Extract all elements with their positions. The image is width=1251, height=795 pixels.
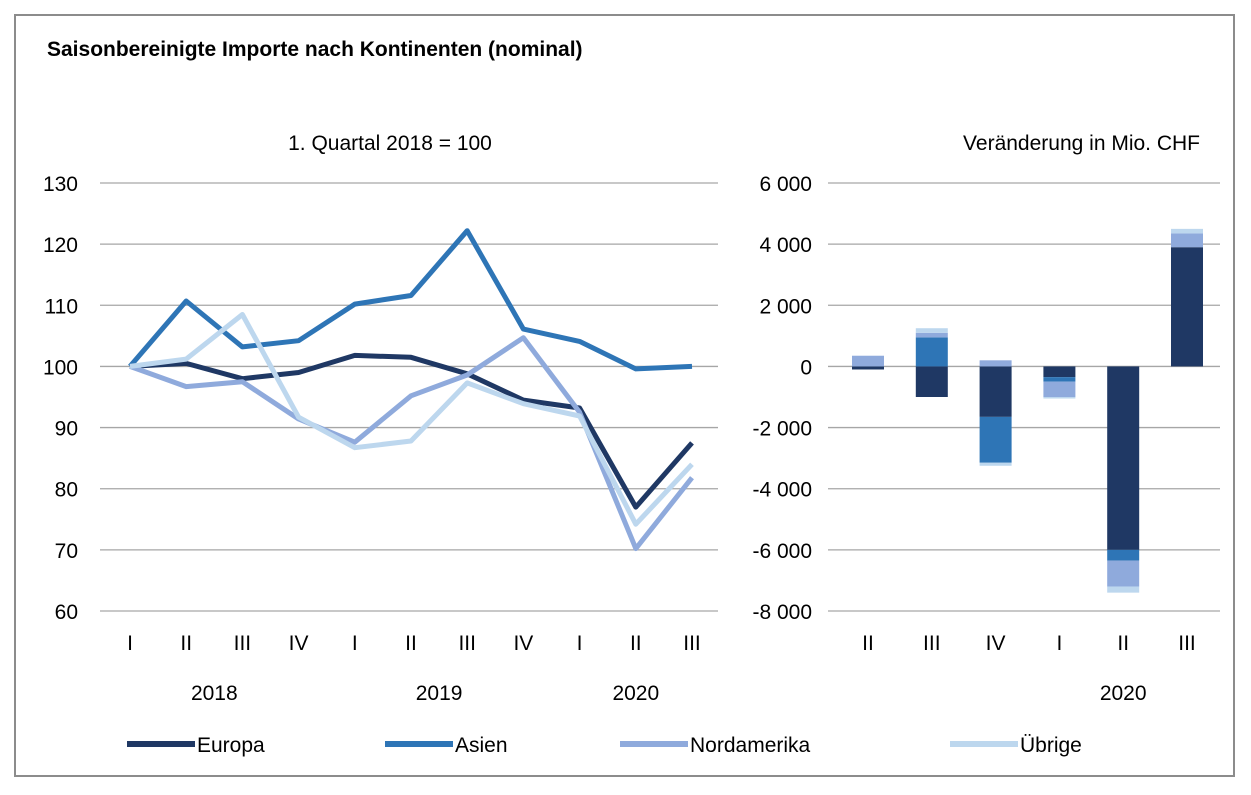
- line-chart-y-tick-label: 110: [45, 295, 78, 318]
- bar-segment-europa: [1043, 366, 1076, 378]
- bar-chart-x-tick-label: II: [862, 632, 874, 655]
- bar-segment-asien: [915, 337, 948, 367]
- bar-chart-x-tick-label: III: [1178, 632, 1196, 655]
- bar-chart-subtitle: Veränderung in Mio. CHF: [963, 132, 1200, 155]
- line-chart-x-tick-label: II: [630, 632, 642, 655]
- bar-chart-y-tick-label: 6 000: [759, 173, 812, 196]
- line-chart-subtitle: 1. Quartal 2018 = 100: [288, 132, 492, 155]
- legend-label: Nordamerika: [690, 734, 811, 757]
- bar-chart-x-tick-label: III: [923, 632, 941, 655]
- chart-title: Saisonbereinigte Importe nach Kontinente…: [47, 38, 583, 61]
- bar-chart-y-tick-label: 4 000: [759, 234, 812, 257]
- line-chart-x-tick-label: II: [405, 632, 417, 655]
- chart-frame: [14, 14, 1235, 777]
- bar-segment-europa: [1107, 366, 1140, 550]
- bar-segment-asien: [979, 416, 1012, 463]
- bar-chart-x-tick-label: II: [1117, 632, 1129, 655]
- line-series-nordamerika: [129, 335, 694, 552]
- bar-segment-europa: [852, 366, 884, 370]
- bar-segment-europa: [915, 366, 948, 397]
- bar-chart-y-tick-label: -4 000: [752, 479, 812, 502]
- bar-chart-y-tick-label: 2 000: [759, 295, 812, 318]
- bar-chart-y-tick-label: -6 000: [752, 540, 812, 563]
- line-chart-y-tick-label: 80: [55, 479, 78, 502]
- bar-segment-nordamerika: [1043, 381, 1076, 397]
- line-chart-x-tick-label: I: [127, 632, 133, 655]
- line-chart-y-tick-label: 70: [55, 540, 78, 563]
- bar-segment-nordamerika: [852, 355, 884, 367]
- bar-chart-y-tick-label: -8 000: [752, 601, 812, 624]
- bar-segment-brige: [1043, 397, 1076, 399]
- line-chart-x-tick-label: II: [180, 632, 192, 655]
- line-chart-year-label: 2019: [416, 682, 463, 705]
- bar-segment-europa: [1171, 247, 1203, 367]
- line-chart-y-tick-label: 120: [43, 234, 78, 257]
- bar-segment-nordamerika: [1107, 560, 1140, 587]
- bar-segment-asien: [1043, 377, 1076, 382]
- bar-segment-nordamerika: [1171, 233, 1203, 248]
- line-chart-x-tick-label: IV: [513, 632, 533, 655]
- legend-label: Europa: [197, 734, 265, 757]
- bar-chart-y-tick-label: -2 000: [752, 418, 812, 441]
- line-chart-y-tick-label: 130: [43, 173, 78, 196]
- bar-segment-nordamerika: [915, 332, 948, 338]
- line-chart-y-tick-label: 100: [43, 356, 78, 379]
- bar-segment-brige: [915, 328, 948, 333]
- bar-chart-x-tick-label: I: [1056, 632, 1062, 655]
- bar-chart-y-tick-label: 0: [800, 356, 812, 379]
- line-series-europa: [129, 352, 694, 510]
- line-chart-x-tick-label: IV: [289, 632, 309, 655]
- line-chart-x-tick-label: I: [352, 632, 358, 655]
- line-chart-x-tick-label: III: [234, 632, 252, 655]
- line-chart-y-tick-label: 60: [55, 601, 78, 624]
- line-chart-x-tick-label: III: [458, 632, 476, 655]
- line-chart-x-tick-label: I: [577, 632, 583, 655]
- line-chart-x-tick-label: III: [683, 632, 701, 655]
- line-chart-year-label: 2018: [191, 682, 238, 705]
- bar-segment-brige: [1171, 228, 1203, 234]
- line-series-brige: [129, 312, 694, 527]
- bar-segment-europa: [979, 366, 1012, 417]
- bar-chart-year-label: 2020: [1100, 682, 1147, 705]
- line-chart-y-tick-label: 90: [55, 418, 78, 441]
- bar-segment-nordamerika: [979, 360, 1012, 367]
- legend-label: Asien: [455, 734, 508, 757]
- legend-label: Übrige: [1020, 734, 1082, 757]
- line-chart-year-label: 2020: [612, 682, 659, 705]
- bar-segment-brige: [979, 462, 1012, 466]
- bar-segment-asien: [1107, 549, 1140, 561]
- bar-chart-x-tick-label: IV: [986, 632, 1006, 655]
- line-series-asien: [128, 228, 693, 372]
- bar-segment-brige: [1107, 586, 1140, 593]
